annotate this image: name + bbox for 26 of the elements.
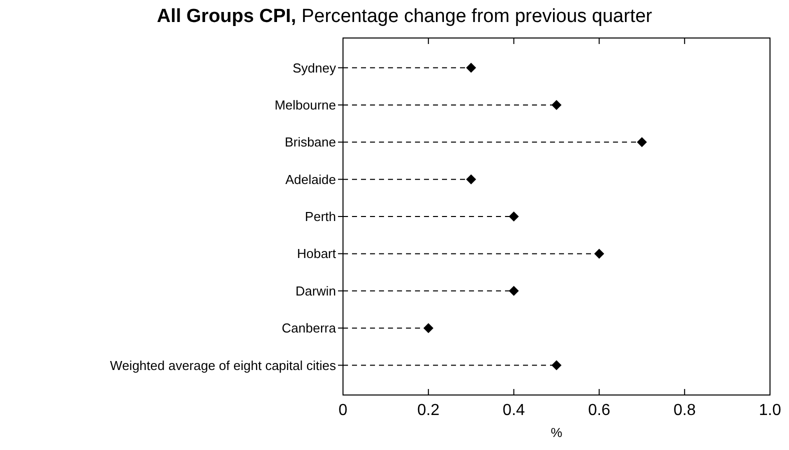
y-tick-label: Perth bbox=[304, 209, 336, 224]
y-tick-label: Sydney bbox=[292, 60, 336, 76]
point bbox=[423, 323, 434, 334]
point bbox=[508, 212, 519, 222]
x-axis-title: % bbox=[550, 425, 563, 440]
point bbox=[466, 62, 476, 73]
x-tick-label: 0.2 bbox=[417, 402, 440, 419]
y-tick-label: Darwin bbox=[296, 283, 336, 298]
point bbox=[594, 248, 604, 259]
y-tick-label: Hobart bbox=[296, 246, 336, 262]
x-tick-label: 0 bbox=[338, 402, 348, 419]
x-tick-label: 0.6 bbox=[588, 402, 610, 419]
y-tick-label: Adelaide bbox=[285, 172, 336, 187]
y-tick-label: Brisbane bbox=[284, 134, 336, 150]
x-tick-label: 0.4 bbox=[502, 402, 526, 419]
y-tick-label: Melbourne bbox=[274, 97, 336, 112]
point bbox=[552, 360, 562, 370]
point bbox=[552, 100, 562, 110]
point bbox=[636, 137, 647, 148]
y-tick-label: Weighted average of eight capital cities bbox=[110, 358, 336, 373]
x-tick-label: 1.0 bbox=[758, 402, 782, 419]
y-tick-label: Canberra bbox=[282, 320, 337, 336]
point bbox=[466, 174, 476, 184]
point bbox=[508, 286, 519, 296]
x-tick-label: 0.8 bbox=[673, 402, 696, 419]
chart-title: All Groups CPI, Percentage change from previous quarter bbox=[156, 6, 653, 27]
